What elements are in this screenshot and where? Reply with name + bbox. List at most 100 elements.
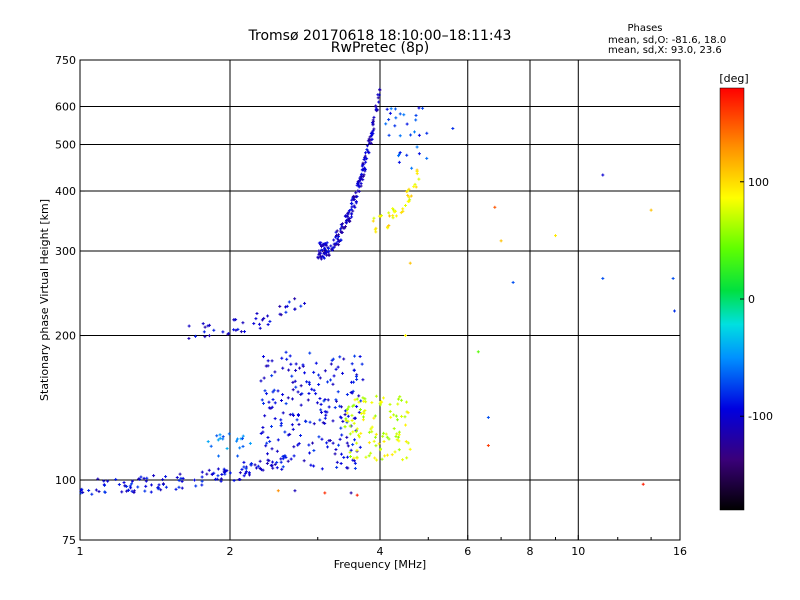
data-point	[90, 492, 94, 496]
data-point	[367, 430, 371, 434]
data-point	[390, 453, 394, 457]
data-point	[279, 424, 283, 428]
data-point	[374, 230, 378, 234]
data-point	[207, 334, 211, 338]
data-point	[262, 316, 266, 320]
data-point	[238, 446, 242, 450]
isolated-point	[601, 173, 605, 177]
data-point	[216, 438, 220, 442]
data-point	[387, 437, 391, 441]
data-point	[273, 462, 277, 466]
data-point	[244, 470, 248, 474]
data-point	[232, 479, 236, 483]
data-point	[241, 321, 245, 325]
data-point	[363, 408, 367, 412]
data-point	[331, 357, 335, 361]
data-point	[374, 104, 378, 108]
data-point	[87, 488, 91, 492]
y-tick-label: 750	[55, 54, 76, 67]
data-point	[125, 489, 129, 493]
x-axis-ticks: 1 2 4 6 8 10 16	[77, 535, 687, 558]
data-point	[335, 465, 339, 469]
colorbar-tick-label: -100	[748, 410, 773, 423]
data-point	[323, 369, 327, 373]
data-point	[263, 389, 267, 393]
data-point	[388, 409, 392, 413]
x-tick-label: 10	[571, 545, 585, 558]
data-point	[350, 212, 354, 216]
data-point	[412, 130, 416, 134]
isolated-point	[408, 261, 412, 265]
data-point	[378, 88, 382, 92]
data-point	[262, 376, 266, 380]
data-point	[177, 479, 181, 483]
data-point	[303, 301, 307, 305]
data-point	[228, 471, 232, 475]
data-point	[394, 414, 398, 418]
data-point	[226, 332, 230, 336]
data-point	[349, 207, 353, 211]
grid-lines	[80, 60, 680, 540]
data-point	[388, 402, 392, 406]
data-point	[218, 433, 222, 437]
data-point	[306, 398, 310, 402]
data-point	[266, 364, 270, 368]
data-point	[333, 452, 337, 456]
data-point	[272, 388, 276, 392]
data-point	[319, 257, 323, 261]
data-point	[242, 474, 246, 478]
data-point	[325, 441, 329, 445]
data-point	[359, 412, 363, 416]
data-point	[261, 430, 265, 434]
data-point	[348, 219, 352, 223]
data-point	[369, 427, 373, 431]
data-point	[397, 160, 401, 164]
data-point	[360, 168, 364, 172]
data-point	[273, 417, 277, 421]
data-point	[217, 454, 221, 458]
data-point	[206, 440, 210, 444]
data-point	[312, 388, 316, 392]
data-point	[159, 488, 163, 492]
isolated-point	[349, 491, 353, 495]
data-point	[279, 398, 283, 402]
data-point	[362, 173, 366, 177]
data-point	[400, 414, 404, 418]
data-point	[398, 134, 402, 138]
data-point	[180, 479, 184, 483]
isolated-point	[673, 309, 677, 313]
data-point	[364, 151, 368, 155]
data-point	[264, 444, 268, 448]
data-point	[290, 374, 294, 378]
data-point	[164, 475, 168, 479]
data-point	[370, 425, 374, 429]
data-point	[267, 400, 271, 404]
data-point	[177, 485, 181, 489]
data-point	[345, 435, 349, 439]
data-point	[398, 395, 402, 399]
data-point	[370, 430, 374, 434]
data-point	[363, 166, 367, 170]
data-point	[164, 485, 168, 489]
chart-title: Tromsø 20170618 18:10:00–18:11:43	[248, 28, 512, 44]
data-point	[261, 468, 265, 472]
isolated-point	[293, 489, 297, 493]
data-point	[407, 187, 411, 191]
data-point	[371, 122, 375, 126]
data-point	[394, 214, 398, 218]
data-point	[355, 441, 359, 445]
data-point	[352, 380, 356, 384]
x-tick-label: 6	[464, 545, 471, 558]
data-point	[312, 422, 316, 426]
isolated-point	[493, 205, 497, 209]
data-point	[79, 488, 83, 492]
data-point	[266, 314, 270, 318]
data-point	[334, 241, 338, 245]
data-point	[396, 397, 400, 401]
data-point	[391, 208, 395, 212]
data-point	[365, 144, 369, 148]
data-point	[322, 399, 326, 403]
data-point	[353, 438, 357, 442]
data-point	[261, 355, 265, 359]
data-point	[321, 421, 325, 425]
